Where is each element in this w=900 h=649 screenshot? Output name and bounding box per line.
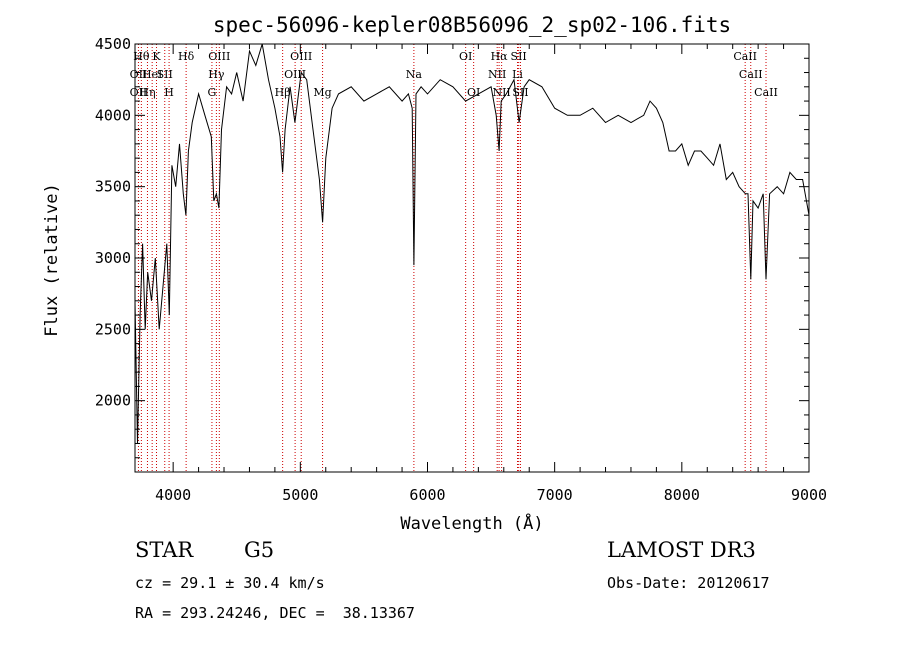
redshift-cz: cz = 29.1 ± 30.4 km/s bbox=[135, 574, 325, 592]
x-tick-label: 8000 bbox=[664, 486, 700, 504]
obs-date: Obs-Date: 20120617 bbox=[607, 574, 770, 592]
x-tick-label: 5000 bbox=[282, 486, 318, 504]
spectrum-series bbox=[134, 43, 810, 444]
line-label: OIII bbox=[208, 50, 230, 63]
line-label: G bbox=[208, 86, 217, 99]
axis-ticks: 4000 5000 6000 7000 8000 9000 2000 2500 3000 3500… bbox=[95, 35, 827, 504]
y-tick-label: 4500 bbox=[95, 35, 131, 53]
object-class: STAR bbox=[135, 538, 194, 562]
line-label: Mg bbox=[313, 86, 331, 99]
line-label: H bbox=[164, 86, 174, 99]
line-label: Hη bbox=[139, 86, 155, 99]
y-tick-label: 2500 bbox=[95, 320, 131, 338]
line-label: Hγ bbox=[208, 68, 225, 81]
line-label: OIII bbox=[284, 68, 306, 81]
coordinates: RA = 293.24246, DEC = 38.13367 bbox=[135, 604, 415, 622]
line-label: Na bbox=[406, 68, 423, 81]
x-tick-label: 4000 bbox=[155, 486, 191, 504]
chart-title: spec-56096-kepler08B56096_2_sp02-106.fit… bbox=[213, 13, 731, 37]
line-label: OI bbox=[459, 50, 472, 63]
line-label: HeI bbox=[142, 68, 162, 81]
line-label: Hθ bbox=[133, 50, 150, 63]
line-label: SII bbox=[512, 86, 528, 99]
y-tick-label: 3000 bbox=[95, 249, 131, 267]
x-tick-label: 6000 bbox=[409, 486, 445, 504]
line-label: Hδ bbox=[178, 50, 195, 63]
y-tick-label: 4000 bbox=[95, 106, 131, 124]
line-label: SII bbox=[511, 50, 527, 63]
plot-frame bbox=[134, 43, 810, 473]
line-label: CaII bbox=[754, 86, 778, 99]
line-label: Li bbox=[512, 68, 523, 81]
survey-name: LAMOST DR3 bbox=[607, 538, 756, 562]
line-label: SII bbox=[157, 68, 173, 81]
line-label: CaII bbox=[733, 50, 757, 63]
x-tick-label: 9000 bbox=[791, 486, 827, 504]
object-subclass: G5 bbox=[244, 538, 275, 562]
line-label: OII bbox=[130, 86, 148, 99]
x-tick-label: 7000 bbox=[537, 486, 573, 504]
line-label: Hβ bbox=[275, 86, 291, 99]
line-label: K bbox=[152, 50, 161, 63]
line-label: CaII bbox=[739, 68, 763, 81]
y-tick-label: 3500 bbox=[95, 178, 131, 196]
line-label: OI bbox=[467, 86, 480, 99]
line-label: NII bbox=[488, 68, 506, 81]
y-tick-label: 2000 bbox=[95, 392, 131, 410]
line-label: Hα bbox=[491, 50, 509, 63]
line-label: OII bbox=[130, 68, 148, 81]
line-label: OIII bbox=[290, 50, 312, 63]
y-axis-label: Flux (relative) bbox=[42, 183, 62, 337]
spectrum-line bbox=[134, 43, 810, 444]
x-axis-label: Wavelength (Å) bbox=[400, 512, 543, 534]
line-label: NII bbox=[492, 86, 510, 99]
line-markers bbox=[137, 44, 767, 472]
